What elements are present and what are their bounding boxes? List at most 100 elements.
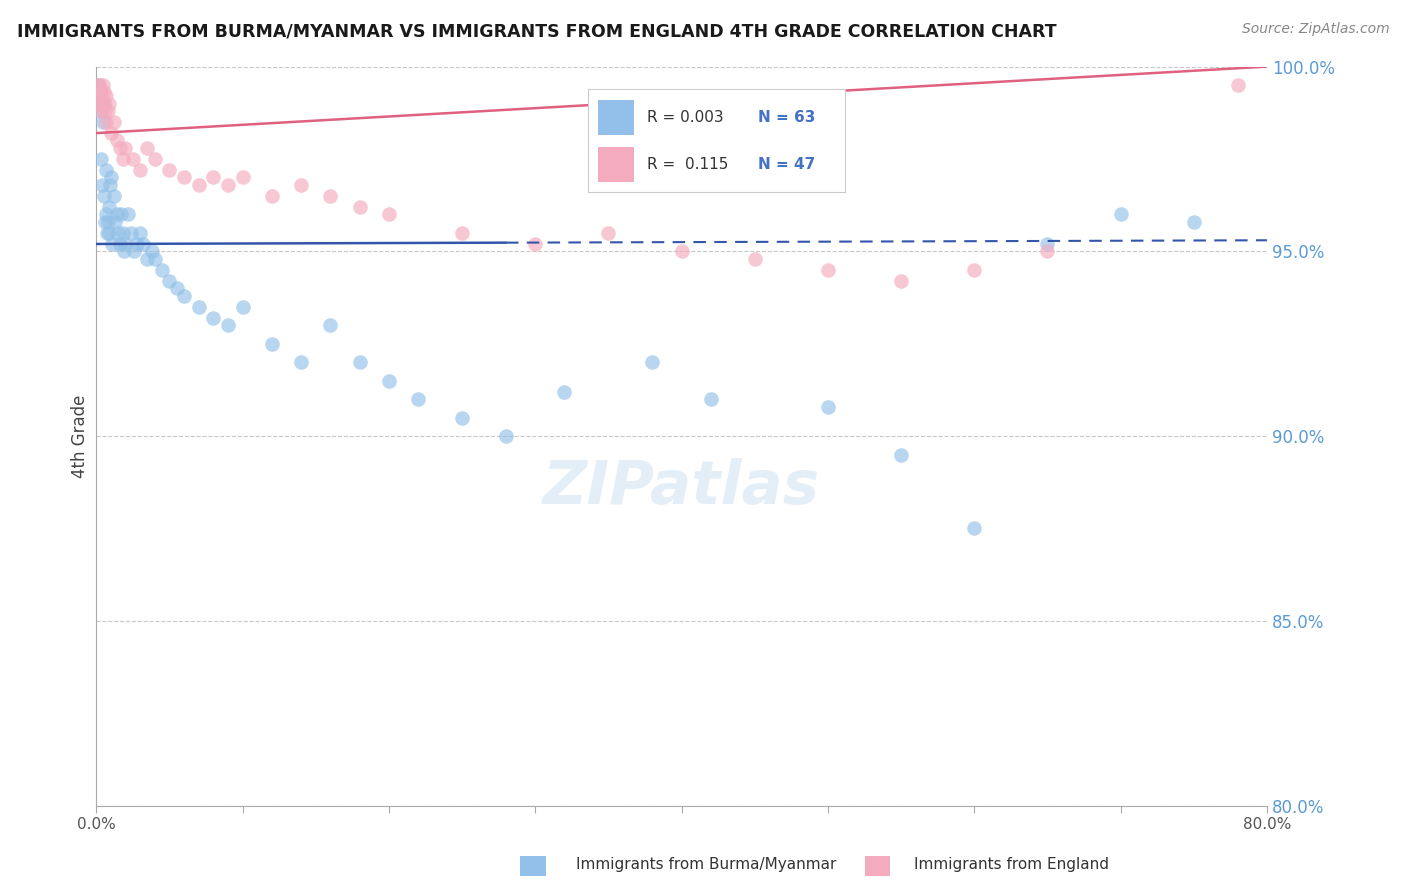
Point xyxy=(260,189,283,203)
Point xyxy=(114,236,136,251)
Point xyxy=(451,226,474,240)
Point xyxy=(108,141,131,155)
Point xyxy=(94,163,117,178)
Point xyxy=(963,521,986,535)
Point xyxy=(112,244,135,259)
Point xyxy=(103,115,125,129)
Point xyxy=(406,392,429,406)
Point xyxy=(93,86,115,100)
Point xyxy=(91,78,114,92)
Point xyxy=(93,96,115,111)
Text: Immigrants from Burma/Myanmar: Immigrants from Burma/Myanmar xyxy=(576,857,837,872)
Point xyxy=(890,274,912,288)
Point xyxy=(107,226,129,240)
Point xyxy=(86,96,108,111)
Point xyxy=(91,115,114,129)
Point xyxy=(98,96,121,111)
Point xyxy=(260,336,283,351)
Y-axis label: 4th Grade: 4th Grade xyxy=(72,394,89,478)
Point xyxy=(96,226,118,240)
Point xyxy=(93,96,115,111)
Point xyxy=(319,189,342,203)
Point xyxy=(963,262,986,277)
Point xyxy=(98,178,121,192)
Point xyxy=(111,226,134,240)
Point xyxy=(495,429,517,443)
Point xyxy=(100,126,122,140)
Point xyxy=(98,226,121,240)
Point xyxy=(90,152,112,166)
Point xyxy=(150,262,173,277)
Point xyxy=(94,103,117,118)
Point xyxy=(122,244,145,259)
Point xyxy=(117,207,139,221)
Point xyxy=(1036,236,1059,251)
Point xyxy=(114,141,136,155)
Point xyxy=(700,392,723,406)
Point xyxy=(94,89,117,103)
Point xyxy=(231,300,253,314)
Point xyxy=(817,262,839,277)
Point xyxy=(105,207,128,221)
Point xyxy=(598,226,620,240)
Point xyxy=(136,252,159,266)
Point xyxy=(100,170,122,185)
Point xyxy=(143,152,166,166)
Point xyxy=(290,355,312,369)
Point xyxy=(111,152,134,166)
Point xyxy=(129,226,152,240)
Point xyxy=(90,103,112,118)
Point xyxy=(97,215,120,229)
Point xyxy=(173,288,195,302)
Point xyxy=(524,236,547,251)
Point xyxy=(89,89,111,103)
Text: IMMIGRANTS FROM BURMA/MYANMAR VS IMMIGRANTS FROM ENGLAND 4TH GRADE CORRELATION C: IMMIGRANTS FROM BURMA/MYANMAR VS IMMIGRA… xyxy=(17,22,1056,40)
Point xyxy=(173,170,195,185)
Point xyxy=(101,236,124,251)
Point xyxy=(1182,215,1205,229)
Point xyxy=(319,318,342,333)
Point xyxy=(1226,78,1249,92)
Point xyxy=(89,89,111,103)
Point xyxy=(91,96,114,111)
Point xyxy=(202,310,225,325)
Point xyxy=(141,244,163,259)
Point xyxy=(97,200,120,214)
Point xyxy=(744,252,766,266)
Point xyxy=(87,78,110,92)
Point xyxy=(157,274,180,288)
Point xyxy=(349,200,371,214)
Point xyxy=(104,215,127,229)
Point xyxy=(86,78,108,92)
Point xyxy=(378,207,401,221)
Point xyxy=(202,170,225,185)
Point xyxy=(103,189,125,203)
Point xyxy=(217,318,239,333)
Point xyxy=(166,281,188,295)
Point xyxy=(378,374,401,388)
Point xyxy=(91,178,114,192)
Point xyxy=(120,226,142,240)
Point xyxy=(105,134,128,148)
Point xyxy=(187,300,209,314)
Point xyxy=(136,141,159,155)
Point xyxy=(121,152,143,166)
Point xyxy=(671,244,693,259)
Point xyxy=(157,163,180,178)
Point xyxy=(1109,207,1132,221)
Text: Immigrants from England: Immigrants from England xyxy=(914,857,1109,872)
Point xyxy=(132,236,155,251)
Point xyxy=(94,215,117,229)
Point xyxy=(110,207,132,221)
Point xyxy=(451,410,474,425)
Point xyxy=(87,78,110,92)
Point xyxy=(129,163,152,178)
Point xyxy=(87,96,110,111)
Point xyxy=(553,384,575,399)
Point xyxy=(97,103,120,118)
Point xyxy=(890,448,912,462)
Point xyxy=(231,170,253,185)
Point xyxy=(641,355,664,369)
Point xyxy=(90,86,112,100)
Point xyxy=(86,89,108,103)
